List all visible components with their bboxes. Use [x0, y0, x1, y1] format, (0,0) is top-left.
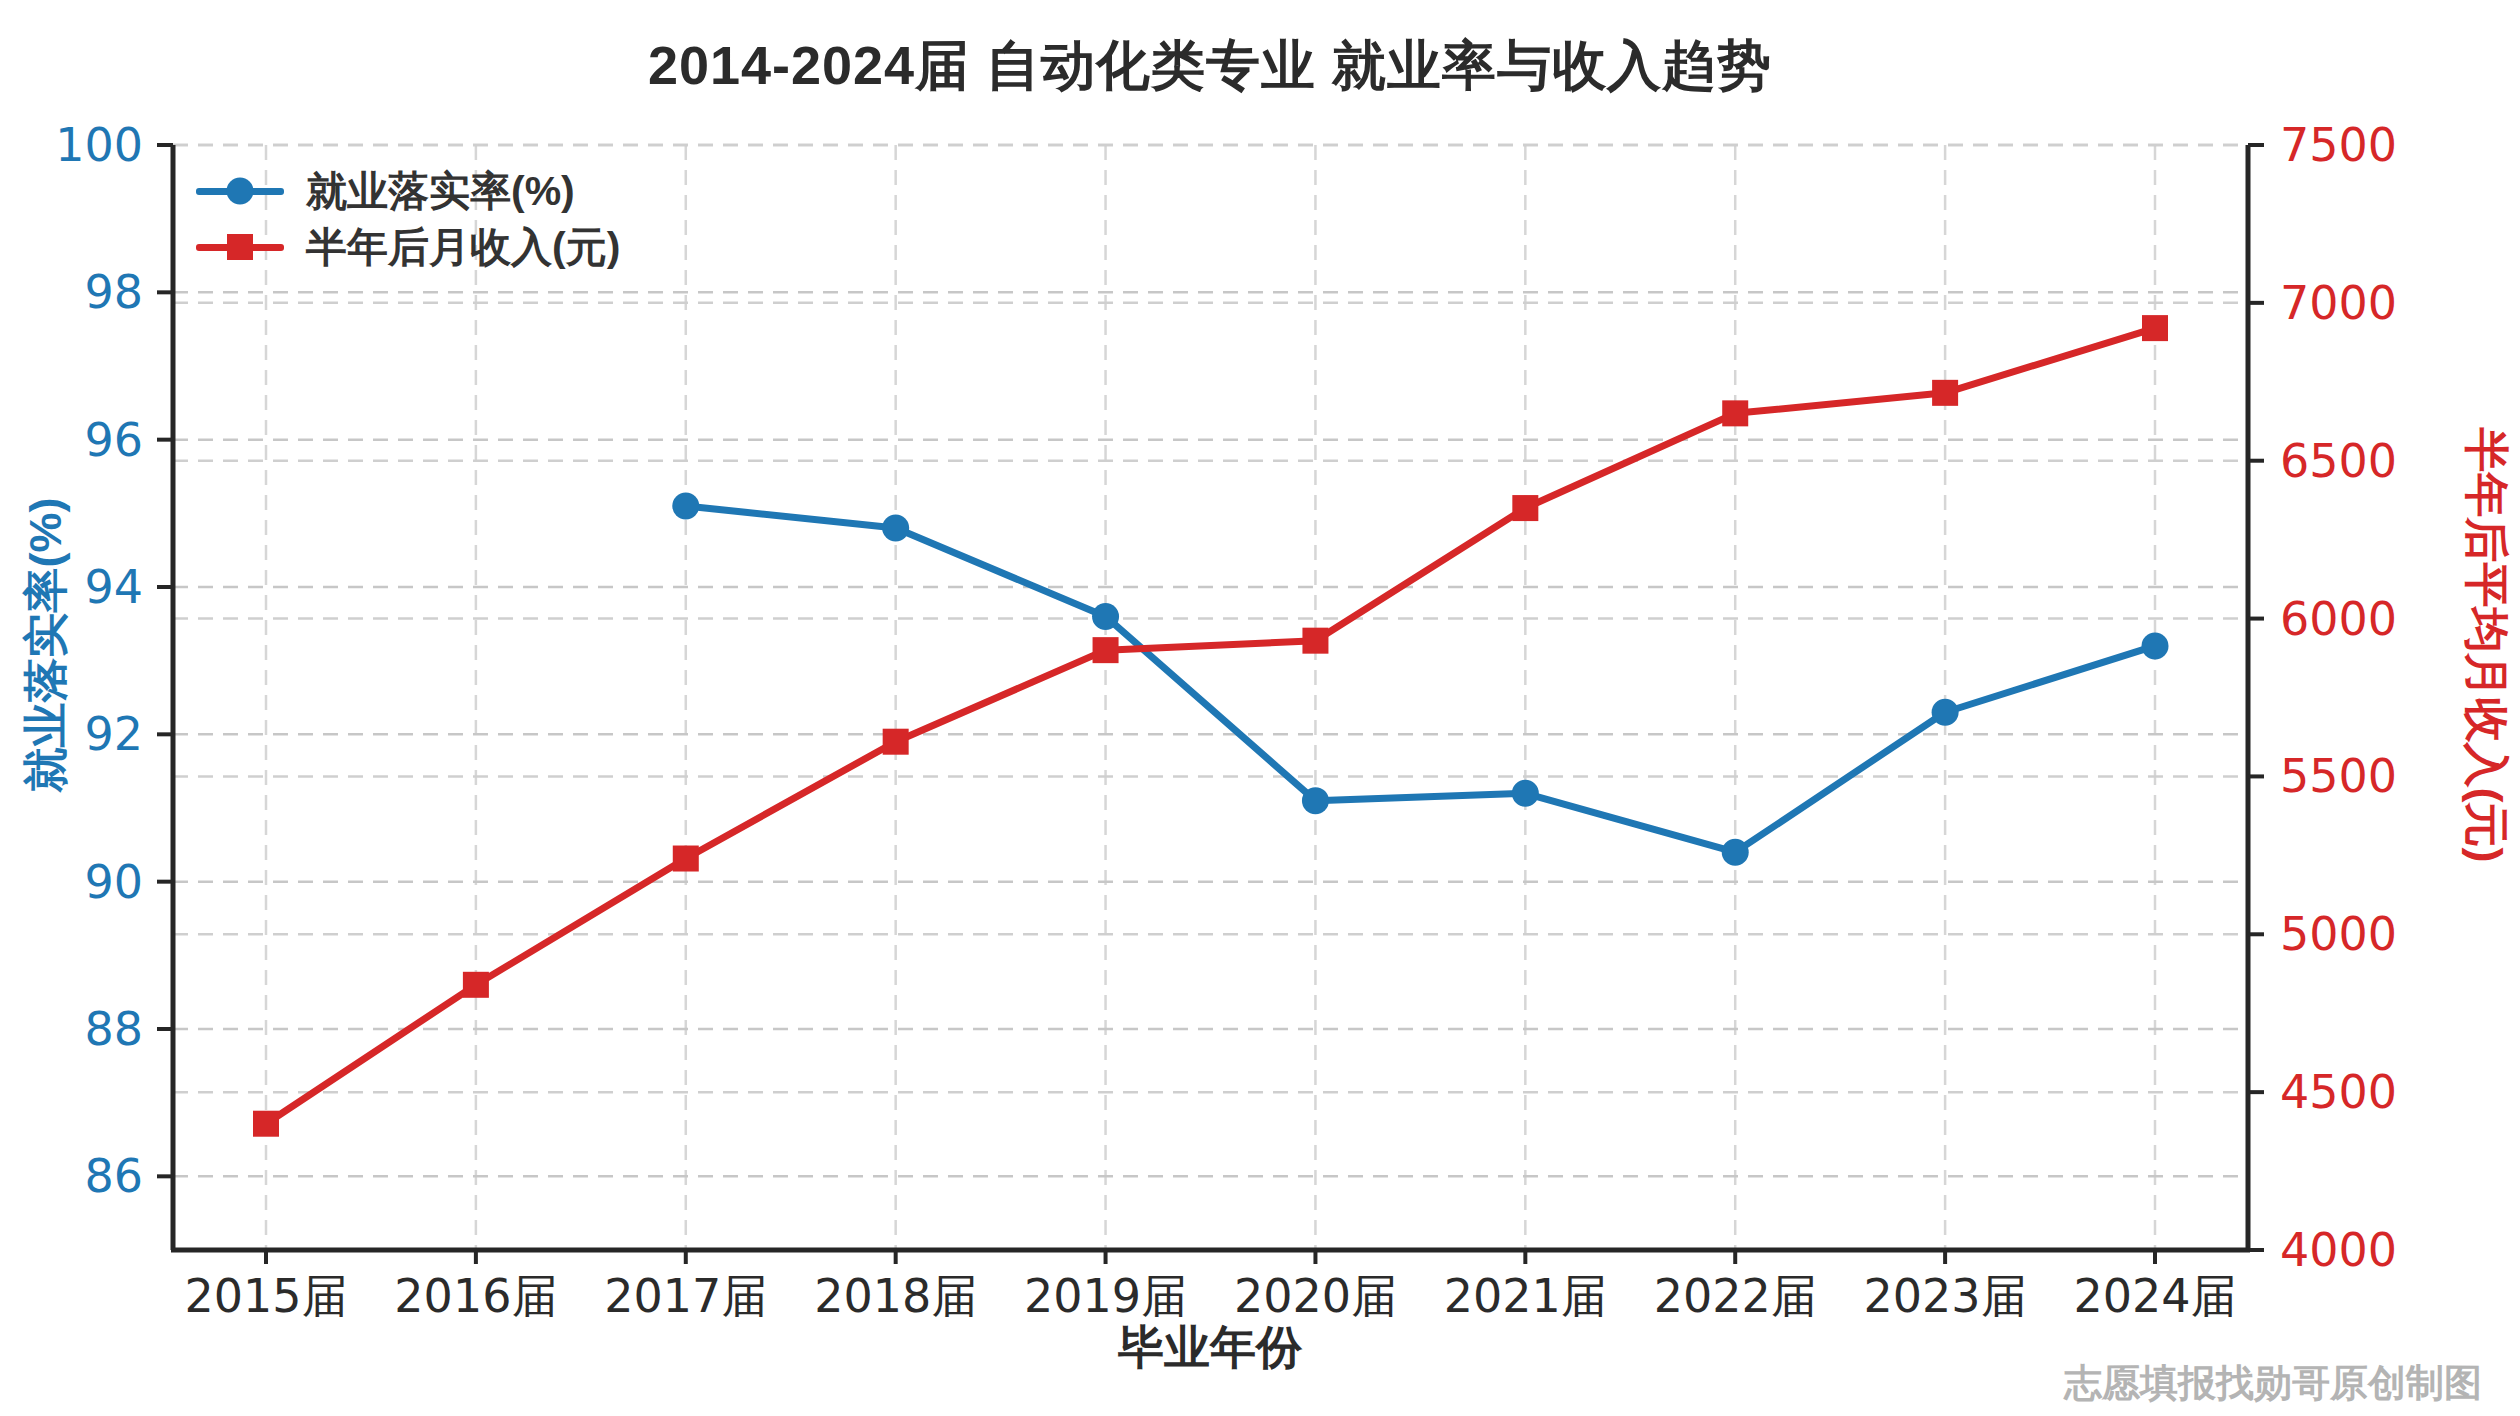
- right-y-axis-label: 半年后平均月收入(元): [2456, 428, 2516, 863]
- data-point-marker: [463, 972, 489, 998]
- x-tick-label: 2019届: [1024, 1269, 1187, 1323]
- left-tick-label: 86: [84, 1149, 143, 1203]
- legend-line-circle-swatch: [196, 168, 284, 214]
- left-tick-label: 100: [55, 118, 143, 172]
- data-point-marker: [1302, 787, 1329, 814]
- left-tick-label: 96: [84, 413, 143, 467]
- x-tick-label: 2021届: [1444, 1269, 1607, 1323]
- data-point-marker: [1093, 637, 1119, 663]
- legend-line-square-swatch: [196, 224, 284, 270]
- right-tick-label: 5000: [2280, 907, 2397, 961]
- data-point-marker: [672, 492, 699, 519]
- x-tick-label: 2023届: [1864, 1269, 2027, 1323]
- data-point-marker: [673, 846, 699, 872]
- series-line: [266, 328, 2155, 1124]
- x-tick-label: 2016届: [394, 1269, 557, 1323]
- legend-label-employment: 就业落实率(%): [306, 164, 575, 219]
- x-tick-label: 2015届: [184, 1269, 347, 1323]
- data-point-marker: [1512, 780, 1539, 807]
- data-point-marker: [1302, 628, 1328, 654]
- x-tick-label: 2022届: [1654, 1269, 1817, 1323]
- right-tick-label: 6500: [2280, 434, 2397, 488]
- series-monthly-income: [253, 315, 2168, 1137]
- data-point-marker: [2142, 632, 2169, 659]
- data-point-marker: [253, 1111, 279, 1137]
- legend-circle-marker-icon: [227, 178, 254, 205]
- legend-entry-employment: 就业落实率(%): [196, 168, 620, 214]
- right-tick-label: 5500: [2280, 749, 2397, 803]
- x-tick-label: 2018届: [814, 1269, 977, 1323]
- left-tick-label: 92: [84, 707, 143, 761]
- data-point-marker: [1722, 400, 1748, 426]
- watermark-text: 志愿填报找勋哥原创制图: [2064, 1358, 2482, 1409]
- chart-figure: 2014-2024届 自动化类专业 就业率与收入趋势 86 88 90 92 94 96 9…: [0, 0, 2520, 1416]
- data-point-marker: [2142, 315, 2168, 341]
- data-point-marker: [883, 729, 909, 755]
- x-axis-label: 毕业年份: [1118, 1317, 1302, 1379]
- left-y-axis-label: 就业落实率(%): [16, 498, 76, 793]
- x-tick-label: 2020届: [1234, 1269, 1397, 1323]
- data-point-marker: [882, 515, 909, 542]
- left-tick-label: 88: [84, 1002, 143, 1056]
- right-tick-label: 7500: [2280, 118, 2397, 172]
- data-point-marker: [1932, 380, 1958, 406]
- legend-square-marker-icon: [227, 234, 253, 260]
- left-tick-label: 90: [84, 855, 143, 909]
- right-tick-labels: 4000 4500 5000 5500 6000 6500 7000 7500: [2248, 118, 2397, 1277]
- legend-label-income: 半年后月收入(元): [306, 220, 620, 275]
- data-point-marker: [1512, 495, 1538, 521]
- legend: 就业落实率(%) 半年后月收入(元): [196, 168, 620, 270]
- x-tick-labels: 2015届 2016届 2017届 2018届 2019届 2020届 2021届 2022届…: [184, 1250, 2236, 1323]
- axes-spines: [171, 145, 2250, 1250]
- x-tick-label: 2024届: [2073, 1269, 2236, 1323]
- chart-title: 2014-2024届 自动化类专业 就业率与收入趋势: [648, 30, 1772, 103]
- right-tick-label: 7000: [2280, 276, 2397, 330]
- right-tick-label: 4000: [2280, 1223, 2397, 1277]
- left-tick-label: 98: [84, 265, 143, 319]
- grid-layer: [173, 145, 2248, 1250]
- left-tick-label: 94: [84, 560, 143, 614]
- right-tick-label: 6000: [2280, 592, 2397, 646]
- right-tick-label: 4500: [2280, 1065, 2397, 1119]
- x-tick-label: 2017届: [604, 1269, 767, 1323]
- data-point-marker: [1932, 699, 1959, 726]
- data-point-marker: [1722, 839, 1749, 866]
- data-point-marker: [1092, 603, 1119, 630]
- legend-entry-income: 半年后月收入(元): [196, 224, 620, 270]
- series-line: [686, 506, 2155, 852]
